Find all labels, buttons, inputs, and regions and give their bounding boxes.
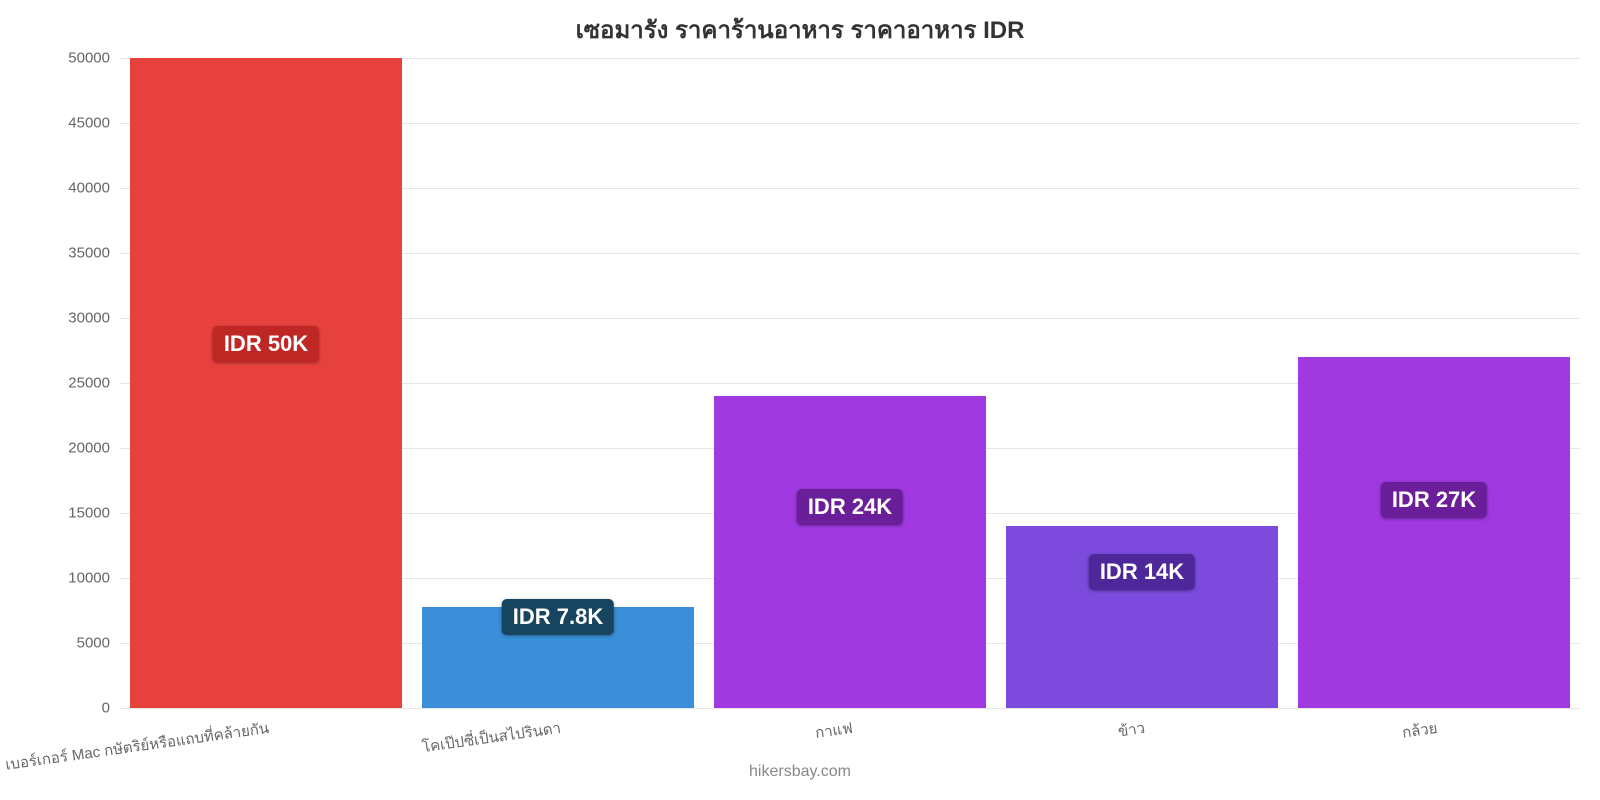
y-axis-tick: 25000 [68,375,120,392]
chart-footer: hikersbay.com [0,763,1600,781]
bar-value-label: IDR 24K [797,489,903,525]
plot-area: 0500010000150002000025000300003500040000… [120,58,1580,708]
bar [130,58,402,708]
bar-value-label: IDR 27K [1381,482,1487,518]
chart-title: เซอมารัง ราคาร้านอาหาร ราคาอาหาร IDR [0,10,1600,49]
y-axis-tick: 15000 [68,505,120,522]
y-axis-tick: 40000 [68,180,120,197]
y-axis-tick: 20000 [68,440,120,457]
x-axis-tick: โคเป๊ปซี่เป็นสไปรินดา [419,708,562,759]
bar-value-label: IDR 50K [213,326,319,362]
y-axis-tick: 35000 [68,245,120,262]
price-bar-chart: เซอมารัง ราคาร้านอาหาร ราคาอาหาร IDR 050… [0,0,1600,800]
y-axis-tick: 0 [102,700,120,717]
bar-value-label: IDR 7.8K [502,599,614,635]
x-axis-tick: กล้วย [1399,708,1439,745]
x-axis-tick: ข้าว [1115,708,1146,743]
y-axis-tick: 10000 [68,570,120,587]
y-axis-tick: 45000 [68,115,120,132]
bar [714,396,986,708]
bar [1298,357,1570,708]
y-axis-tick: 50000 [68,50,120,67]
y-axis-tick: 5000 [77,635,120,652]
y-axis-tick: 30000 [68,310,120,327]
bar-value-label: IDR 14K [1089,554,1195,590]
x-axis-tick: กาแฟ [813,708,855,745]
